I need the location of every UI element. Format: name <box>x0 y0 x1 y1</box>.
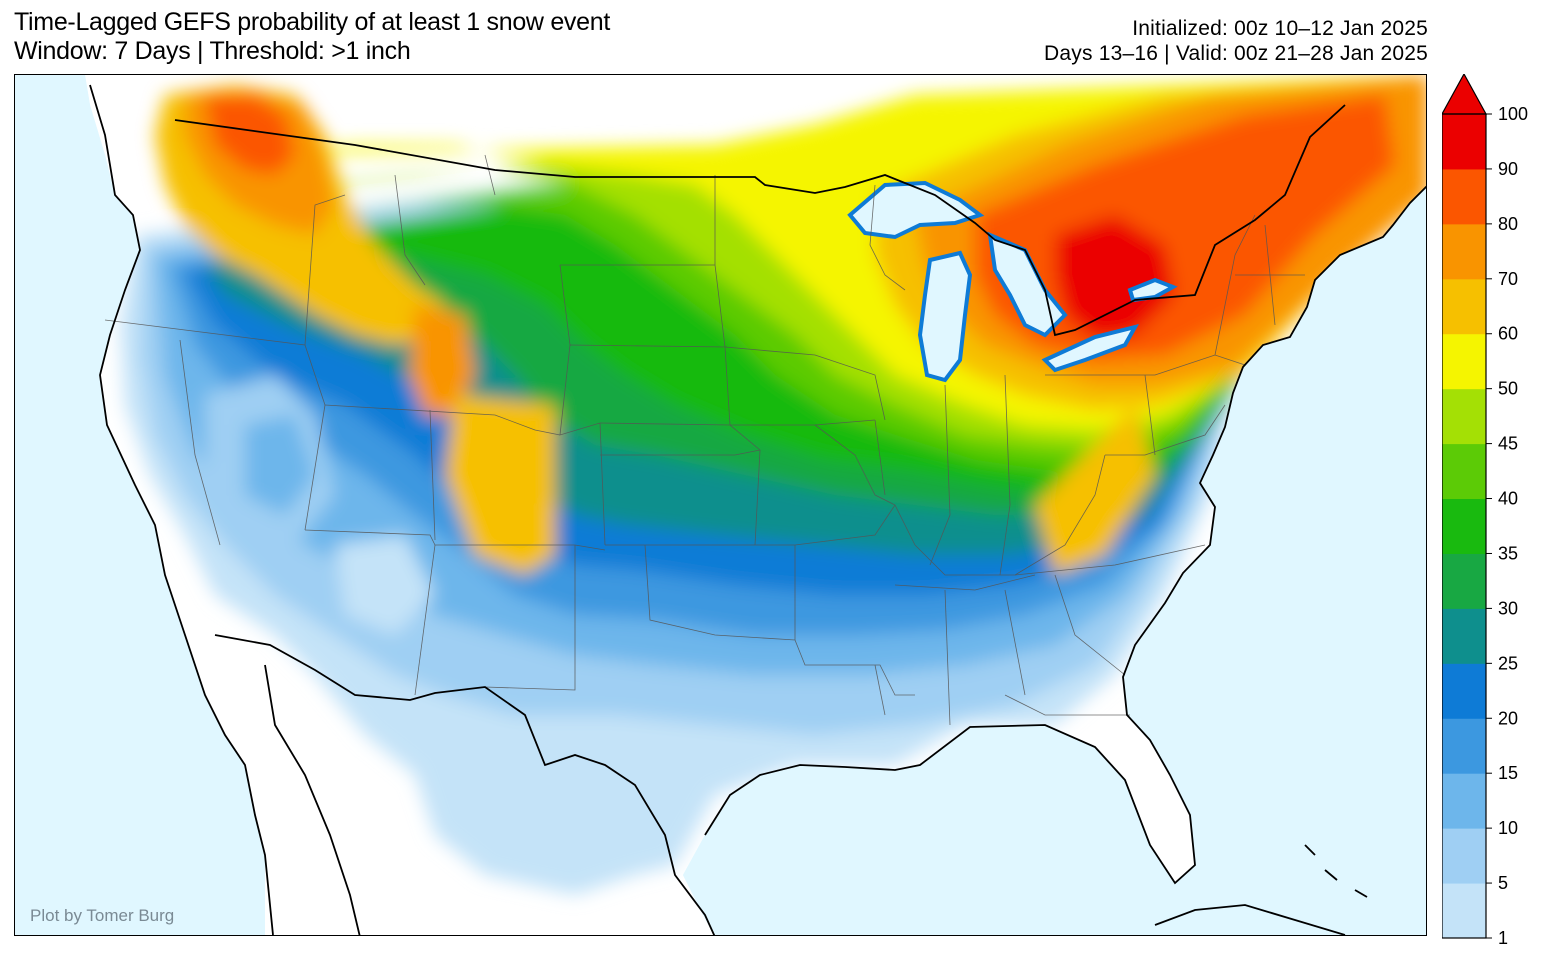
init-time-label: Initialized: 00z 10–12 Jan 2025 <box>1132 17 1428 40</box>
colorbar-band <box>1442 498 1486 554</box>
title-line-window: Window: 7 Days | Threshold: >1 inch <box>14 37 411 65</box>
map-panel <box>14 74 1427 936</box>
colorbar-tick-label: 80 <box>1498 214 1518 234</box>
colorbar-tick-label: 25 <box>1498 653 1518 673</box>
colorbar-band <box>1442 114 1486 170</box>
colorbar-tick-label: 50 <box>1498 379 1518 399</box>
colorbar-band <box>1442 773 1486 829</box>
great-lakes <box>847 180 1178 383</box>
colorbar-tick-label: 5 <box>1498 873 1508 893</box>
colorbar-band <box>1442 333 1486 390</box>
colorbar-band <box>1442 278 1486 335</box>
colorbar-tick-label: 90 <box>1498 159 1518 179</box>
colorbar-tick-label: 45 <box>1498 434 1518 454</box>
cuba-outline <box>1154 904 1346 935</box>
colorbar-tick-label: 20 <box>1498 708 1518 728</box>
state-boundaries <box>104 154 1305 726</box>
colorbar-band <box>1442 883 1486 939</box>
lake-erie <box>1041 323 1139 373</box>
bahamas-islands <box>1304 844 1368 898</box>
colorbar-tick-label: 15 <box>1498 763 1518 783</box>
colorbar-band <box>1442 553 1486 609</box>
title-line-product: Time-Lagged GEFS probability of at least… <box>14 8 610 36</box>
lake-ontario <box>1127 277 1178 303</box>
gulf-coastline <box>704 185 1426 885</box>
lake-michigan <box>917 250 973 383</box>
plot-credit: Plot by Tomer Burg <box>30 906 175 925</box>
colorbar-band <box>1442 608 1486 664</box>
colorbar-band <box>1442 663 1486 719</box>
lake-superior <box>847 180 985 240</box>
plot-title: Time-Lagged GEFS probability of at least… <box>14 8 610 66</box>
colorbar-tick-label: 30 <box>1498 598 1518 618</box>
ocean-mask <box>15 75 1426 935</box>
us-mexico-border <box>214 634 716 935</box>
us-canada-border <box>174 104 1346 337</box>
colorbar-tick-label: 1 <box>1498 928 1508 944</box>
baja-peninsula <box>264 664 361 935</box>
probability-map <box>15 75 1426 935</box>
colorbar-band <box>1442 828 1486 884</box>
colorbar-tick-label: 60 <box>1498 324 1518 344</box>
colorbar-band <box>1442 223 1486 280</box>
colorbar-outline <box>1442 113 1487 939</box>
colorbar-extend-arrow <box>1442 74 1488 115</box>
colorbar-tick-label: 70 <box>1498 269 1518 289</box>
colorbar-band <box>1442 388 1486 445</box>
colorbar-tick-label: 35 <box>1498 543 1518 563</box>
colorbar-band <box>1442 718 1486 774</box>
colorbar-bands <box>1442 114 1486 939</box>
colorbar-tick-label: 40 <box>1498 489 1518 509</box>
country-boundaries <box>89 84 1426 935</box>
colorbar-band <box>1442 168 1486 225</box>
valid-time-label: Days 13–16 | Valid: 00z 21–28 Jan 2025 <box>1044 42 1428 65</box>
colorbar-band <box>1442 443 1486 500</box>
pacific-coastline <box>89 84 274 935</box>
colorbar-tick-label: 10 <box>1498 818 1518 838</box>
probability-field <box>120 75 1426 895</box>
run-info: Initialized: 00z 10–12 Jan 2025 Days 13–… <box>1044 16 1428 66</box>
colorbar-tick-label: 100 <box>1498 104 1528 124</box>
